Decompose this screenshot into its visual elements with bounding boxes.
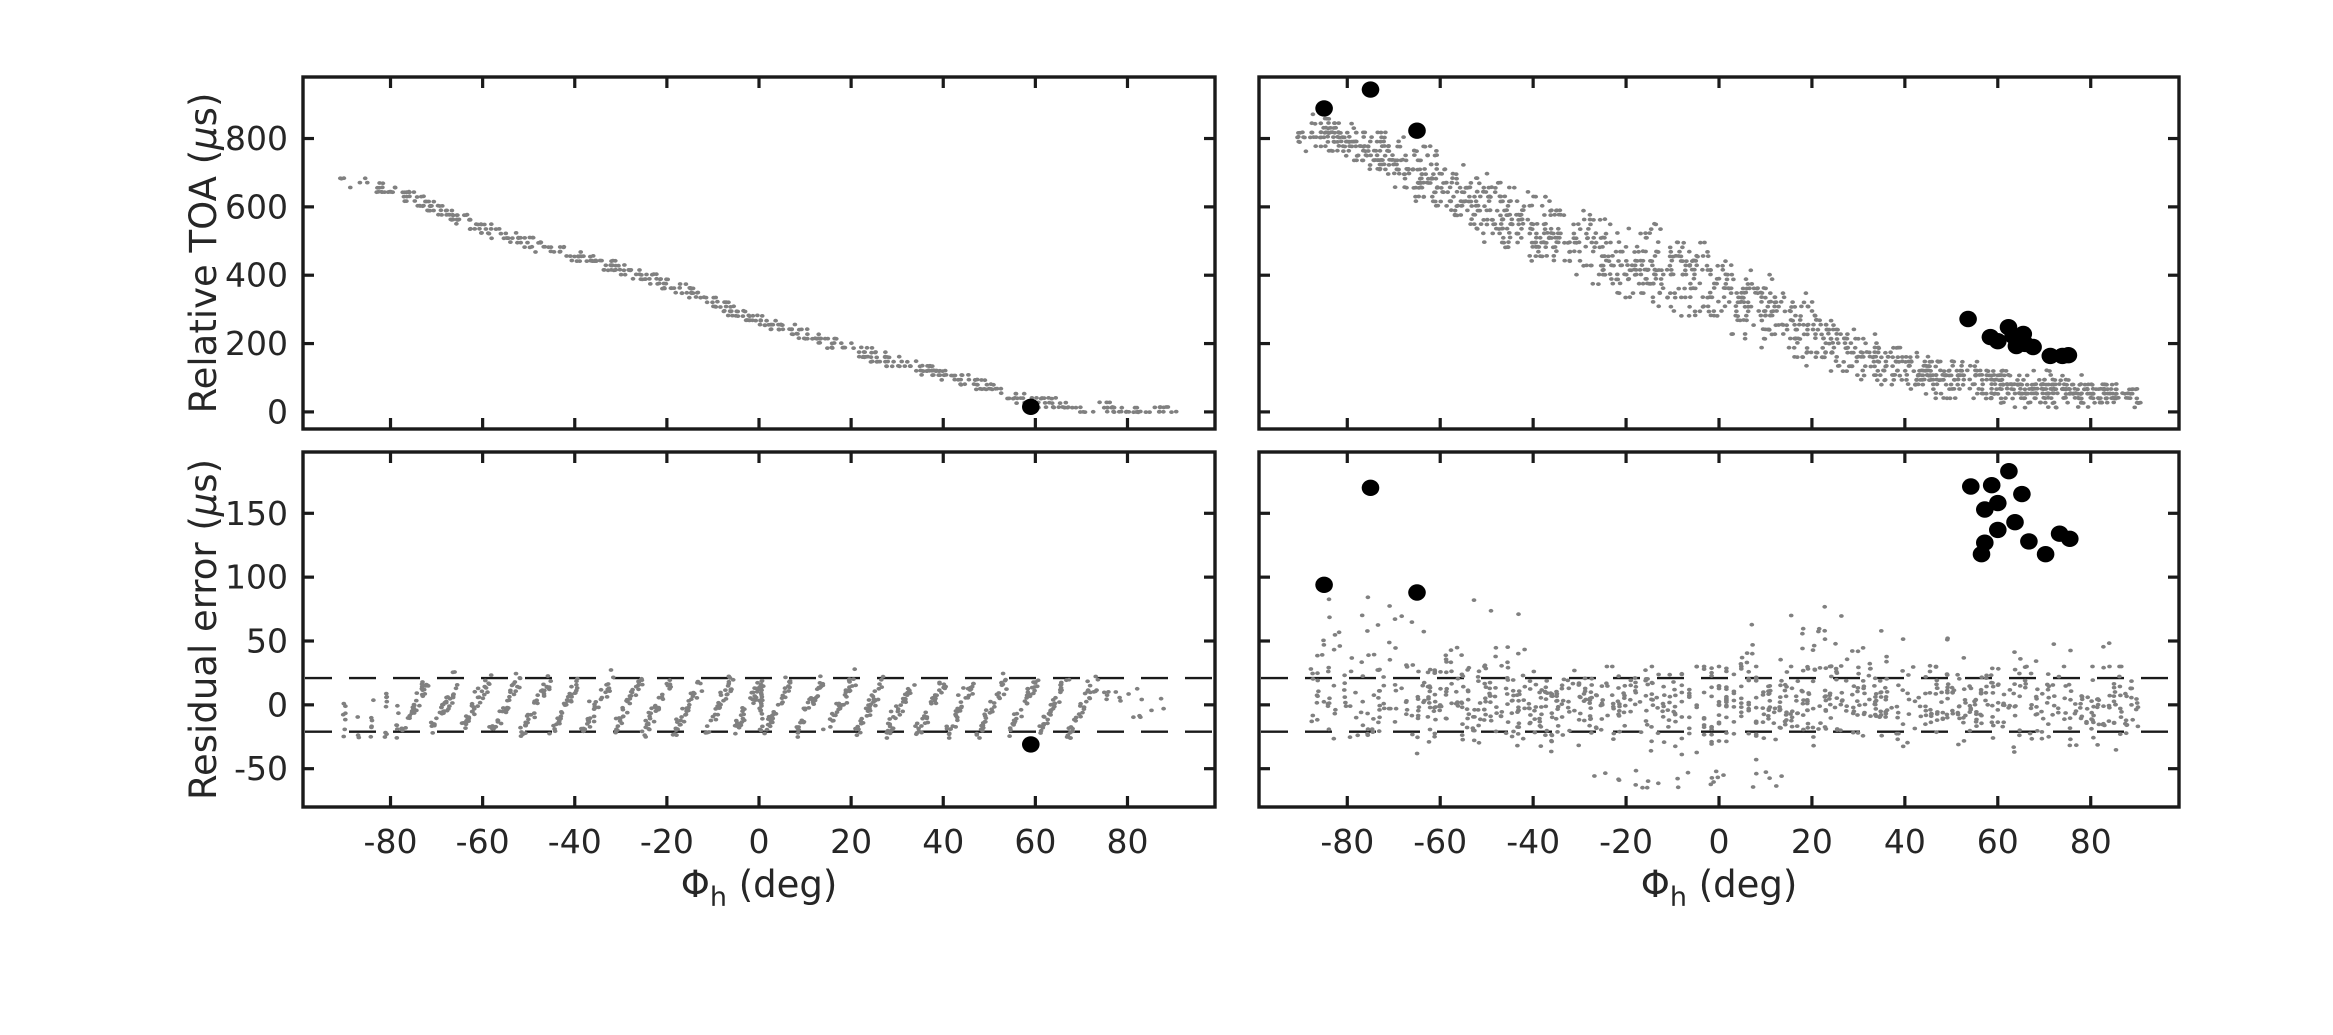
x-tick-label: -20 bbox=[640, 822, 694, 861]
outlier-point bbox=[1976, 534, 1994, 551]
outlier-point bbox=[1989, 494, 2007, 512]
outlier-points-layer bbox=[1315, 81, 2078, 365]
y-axis-label-bottom: Residual error (μs) bbox=[182, 459, 225, 800]
outlier-point bbox=[1989, 333, 2007, 350]
outlier-point bbox=[1315, 576, 1333, 593]
panel-bottom-right bbox=[1257, 450, 2181, 809]
outlier-point bbox=[1361, 81, 1380, 98]
outlier-point bbox=[1408, 122, 1426, 139]
axis-spine bbox=[1257, 75, 2181, 431]
x-tick-label: -60 bbox=[456, 822, 510, 861]
x-tick-label: 40 bbox=[922, 822, 964, 861]
scatter-points-layer bbox=[337, 176, 1179, 415]
x-tick-label: 60 bbox=[1014, 822, 1056, 861]
y-tick-label: 100 bbox=[225, 558, 288, 597]
x-tick-label: 40 bbox=[1884, 822, 1926, 861]
outlier-point bbox=[1361, 479, 1380, 496]
outlier-points-layer bbox=[1315, 463, 2079, 601]
axis-ticks-layer bbox=[303, 77, 1215, 429]
outlier-point bbox=[2061, 530, 2079, 547]
outlier-points-layer bbox=[1022, 736, 1040, 753]
y-tick-label: 0 bbox=[267, 685, 288, 724]
outlier-point bbox=[1982, 477, 2001, 494]
outlier-point bbox=[2020, 533, 2038, 550]
y-tick-label: -50 bbox=[234, 749, 288, 788]
outlier-point bbox=[2024, 338, 2042, 356]
outlier-point bbox=[1989, 521, 2007, 539]
outlier-point bbox=[1959, 310, 1977, 328]
panel-top-left bbox=[301, 75, 1217, 431]
outlier-point bbox=[1022, 736, 1040, 753]
x-tick-label: 80 bbox=[1106, 822, 1148, 861]
axis-spine bbox=[301, 450, 1217, 809]
y-tick-label: 50 bbox=[246, 621, 288, 660]
y-tick-label: 400 bbox=[225, 256, 288, 295]
x-axis-label-right: Φh (deg) bbox=[1641, 863, 1798, 913]
axis-spine bbox=[1257, 450, 2181, 809]
y-tick-label: 600 bbox=[225, 187, 288, 226]
x-tick-label: -60 bbox=[1413, 822, 1467, 861]
panel-bottom-left bbox=[301, 450, 1217, 809]
x-tick-label: 0 bbox=[1709, 822, 1730, 861]
outlier-point bbox=[2000, 463, 2018, 480]
x-tick-label: 20 bbox=[1791, 822, 1833, 861]
outlier-point bbox=[1962, 478, 1980, 495]
x-axis-label-left: Φh (deg) bbox=[681, 863, 838, 913]
outlier-point bbox=[2013, 485, 2031, 503]
y-tick-label: 800 bbox=[225, 119, 288, 158]
scatter-points-layer bbox=[1295, 112, 2143, 410]
y-tick-label: 200 bbox=[225, 324, 288, 363]
x-tick-label: 0 bbox=[749, 822, 770, 861]
x-tick-label: 60 bbox=[1977, 822, 2019, 861]
outlier-point bbox=[1408, 584, 1426, 601]
outlier-point bbox=[2041, 347, 2060, 365]
x-tick-label: 20 bbox=[830, 822, 872, 861]
threshold-lines-layer bbox=[1261, 676, 2177, 733]
x-tick-label: -20 bbox=[1599, 822, 1653, 861]
outlier-points-layer bbox=[1022, 398, 1040, 415]
axis-ticks-layer bbox=[1259, 452, 2179, 807]
outlier-point bbox=[1315, 100, 1333, 117]
scatter-points-layer bbox=[1308, 595, 2141, 790]
panel-top-right bbox=[1257, 75, 2181, 431]
scatter-points-layer bbox=[340, 667, 1166, 740]
x-tick-label: -80 bbox=[1320, 822, 1374, 861]
axis-spine bbox=[301, 75, 1217, 431]
threshold-lines-layer bbox=[305, 676, 1213, 733]
x-tick-label: -80 bbox=[364, 822, 418, 861]
outlier-point bbox=[2036, 546, 2055, 563]
outlier-point bbox=[1022, 398, 1040, 415]
axis-ticks-layer bbox=[1259, 77, 2179, 429]
outlier-point bbox=[1976, 501, 1994, 518]
outlier-point bbox=[2059, 347, 2078, 364]
x-tick-label: -40 bbox=[1506, 822, 1560, 861]
axis-ticks-layer bbox=[303, 452, 1215, 807]
y-tick-label: 150 bbox=[225, 494, 288, 533]
outlier-point bbox=[2006, 514, 2024, 531]
y-tick-label: 0 bbox=[267, 392, 288, 431]
x-tick-label: 80 bbox=[2070, 822, 2112, 861]
x-tick-label: -40 bbox=[548, 822, 602, 861]
y-axis-label-top: Relative TOA (μs) bbox=[182, 93, 225, 414]
